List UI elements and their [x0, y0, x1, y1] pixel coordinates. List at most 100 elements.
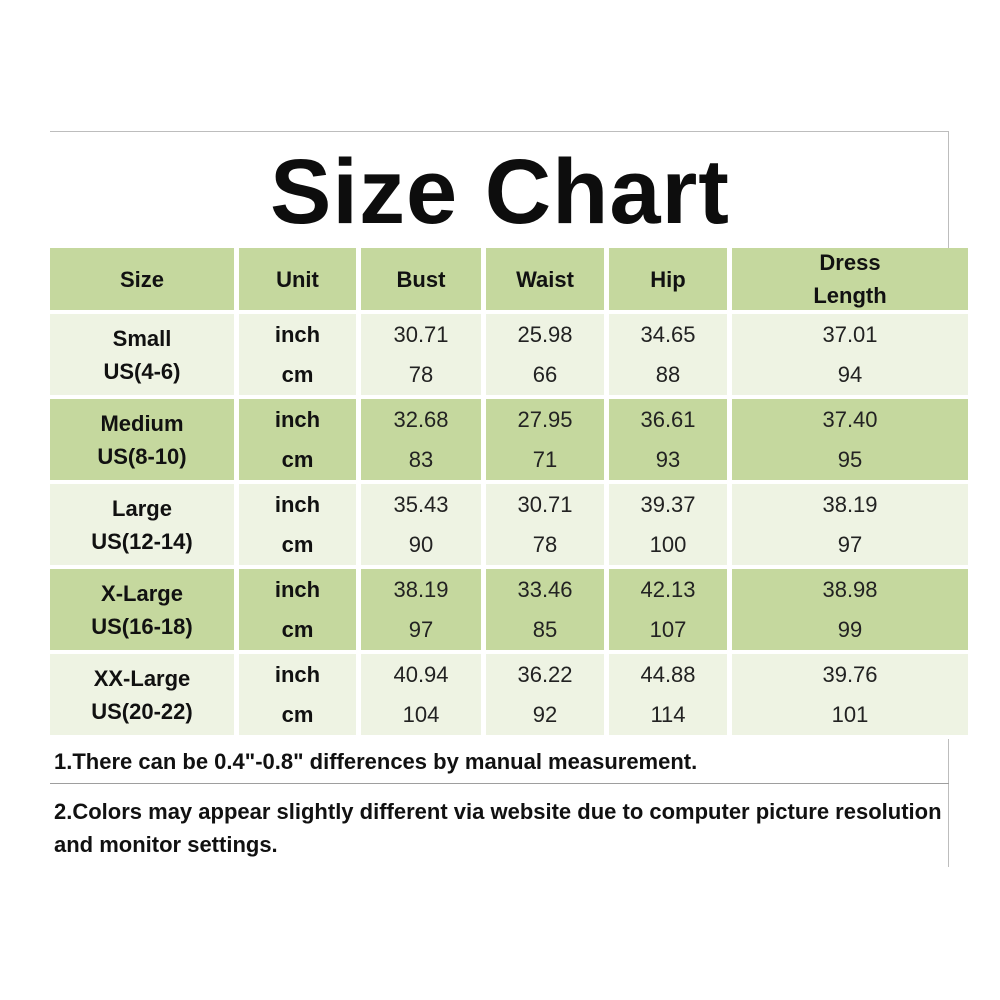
size-us-range: US(12-14)	[91, 528, 193, 554]
bust-cm-value: 97	[408, 616, 434, 642]
size-name: XX-Large	[93, 665, 191, 691]
length-inch-value: 38.98	[822, 576, 878, 602]
waist-cm-value: 71	[532, 446, 558, 472]
notes-divider	[50, 783, 949, 784]
page-title: Size Chart	[270, 141, 730, 243]
waist-cm-value: 66	[532, 361, 558, 387]
bust-cm-value: 90	[408, 531, 434, 557]
unit-cm: cm	[281, 361, 314, 387]
hip-cm-value: 88	[655, 361, 681, 387]
length-value-cell: 38.19 97	[732, 484, 968, 569]
length-cm-value: 95	[837, 446, 863, 472]
header-hip: Hip	[609, 248, 727, 314]
waist-cm-value: 78	[532, 531, 558, 557]
unit-cell: inch cm	[239, 399, 356, 484]
length-value-cell: 37.01 94	[732, 314, 968, 399]
size-label-cell: Medium US(8-10)	[50, 399, 234, 484]
bust-cm-value: 83	[408, 446, 434, 472]
bust-inch-value: 38.19	[393, 576, 449, 602]
length-value-cell: 39.76 101	[732, 654, 968, 739]
waist-value-cell: 25.98 66	[486, 314, 604, 399]
waist-value-cell: 36.22 92	[486, 654, 604, 739]
hip-value-cell: 42.13 107	[609, 569, 727, 654]
header-dress-length: Dress Length	[732, 248, 968, 314]
bust-cm-value: 78	[408, 361, 434, 387]
unit-inch: inch	[274, 576, 321, 602]
hip-inch-value: 34.65	[640, 321, 696, 347]
bust-inch-value: 35.43	[393, 491, 449, 517]
hip-value-cell: 44.88 114	[609, 654, 727, 739]
waist-inch-value: 25.98	[517, 321, 573, 347]
length-value-cell: 38.98 99	[732, 569, 968, 654]
waist-value-cell: 33.46 85	[486, 569, 604, 654]
bust-cm-value: 104	[402, 701, 440, 727]
bust-value-cell: 35.43 90	[361, 484, 481, 569]
unit-inch: inch	[274, 321, 321, 347]
waist-inch-value: 36.22	[517, 661, 573, 687]
hip-cm-value: 114	[650, 701, 686, 727]
bust-value-cell: 32.68 83	[361, 399, 481, 484]
unit-cell: inch cm	[239, 314, 356, 399]
length-cm-value: 97	[837, 531, 863, 557]
size-table: Size Unit Bust Waist Hip Dress Length Sm…	[50, 248, 968, 740]
size-us-range: US(4-6)	[103, 358, 181, 384]
length-inch-value: 39.76	[822, 661, 878, 687]
header-dress-line1: Dress	[819, 250, 881, 275]
unit-cell: inch cm	[239, 569, 356, 654]
bust-inch-value: 32.68	[393, 406, 449, 432]
hip-inch-value: 36.61	[640, 406, 696, 432]
size-label-cell: X-Large US(16-18)	[50, 569, 234, 654]
header-bust: Bust	[361, 248, 481, 314]
size-us-range: US(20-22)	[91, 698, 193, 724]
hip-inch-value: 42.13	[640, 576, 696, 602]
length-inch-value: 38.19	[822, 491, 878, 517]
unit-cm: cm	[281, 531, 314, 557]
length-cm-value: 94	[837, 361, 863, 387]
unit-cm: cm	[281, 616, 314, 642]
length-cm-value: 101	[831, 701, 869, 727]
size-name: X-Large	[101, 580, 183, 606]
unit-cell: inch cm	[239, 484, 356, 569]
header-waist: Waist	[486, 248, 604, 314]
size-name: Small	[112, 325, 172, 351]
header-unit: Unit	[239, 248, 356, 314]
unit-cell: inch cm	[239, 654, 356, 739]
waist-cm-value: 85	[532, 616, 558, 642]
waist-inch-value: 27.95	[517, 406, 573, 432]
waist-value-cell: 30.71 78	[486, 484, 604, 569]
waist-inch-value: 33.46	[517, 576, 573, 602]
bust-inch-value: 30.71	[393, 321, 449, 347]
length-value-cell: 37.40 95	[732, 399, 968, 484]
waist-value-cell: 27.95 71	[486, 399, 604, 484]
hip-value-cell: 34.65 88	[609, 314, 727, 399]
size-name: Large	[112, 495, 172, 521]
waist-inch-value: 30.71	[517, 491, 573, 517]
header-dress-line2: Length	[813, 283, 887, 308]
hip-value-cell: 36.61 93	[609, 399, 727, 484]
unit-cm: cm	[281, 701, 314, 727]
length-inch-value: 37.40	[822, 406, 878, 432]
hip-cm-value: 107	[649, 616, 687, 642]
hip-value-cell: 39.37 100	[609, 484, 727, 569]
bust-value-cell: 40.94 104	[361, 654, 481, 739]
unit-inch: inch	[274, 491, 321, 517]
size-us-range: US(8-10)	[97, 443, 187, 469]
unit-inch: inch	[274, 406, 321, 432]
size-us-range: US(16-18)	[91, 613, 193, 639]
header-size: Size	[50, 248, 234, 314]
length-inch-value: 37.01	[822, 321, 878, 347]
bust-value-cell: 30.71 78	[361, 314, 481, 399]
waist-cm-value: 92	[532, 701, 558, 727]
size-name: Medium	[100, 410, 184, 436]
size-label-cell: XX-Large US(20-22)	[50, 654, 234, 739]
bust-inch-value: 40.94	[393, 661, 449, 687]
size-label-cell: Small US(4-6)	[50, 314, 234, 399]
unit-cm: cm	[281, 446, 314, 472]
length-cm-value: 99	[837, 616, 863, 642]
unit-inch: inch	[274, 661, 321, 687]
hip-cm-value: 100	[649, 531, 687, 557]
note-colors: 2.Colors may appear slightly different v…	[54, 799, 942, 857]
hip-inch-value: 39.37	[640, 491, 696, 517]
hip-cm-value: 93	[655, 446, 681, 472]
bust-value-cell: 38.19 97	[361, 569, 481, 654]
